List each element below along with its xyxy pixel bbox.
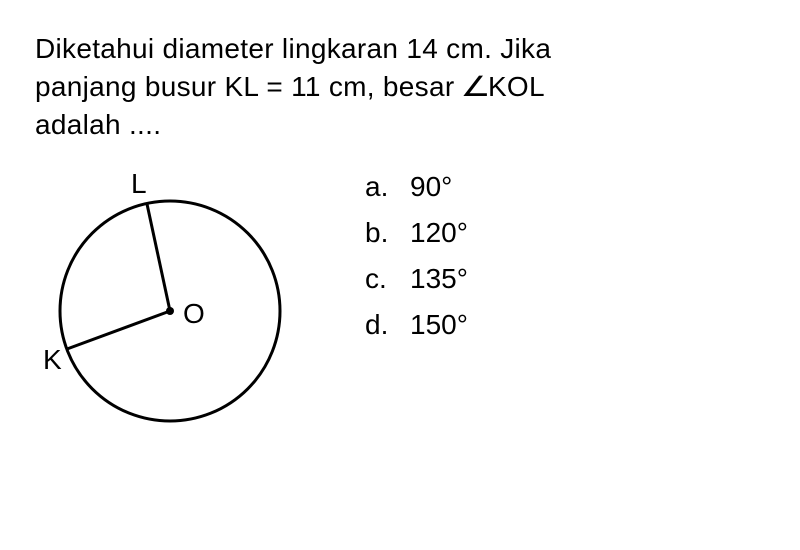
label-o: O <box>183 298 205 329</box>
answer-list: a. 90° b. 120° c. 135° d. 150° <box>305 151 468 441</box>
answer-option-c: c. 135° <box>365 263 468 295</box>
label-k: K <box>43 344 62 375</box>
radius-ok <box>67 311 170 349</box>
answer-letter: a. <box>365 171 410 203</box>
radius-ol <box>147 204 170 311</box>
center-dot <box>166 307 174 315</box>
label-l: L <box>131 168 147 199</box>
answer-letter: c. <box>365 263 410 295</box>
question-line-3: adalah .... <box>35 106 765 144</box>
answer-letter: d. <box>365 309 410 341</box>
angle-icon: ∠ <box>460 68 490 106</box>
circle-diagram: L K O <box>35 151 305 441</box>
question-line-1: Diketahui diameter lingkaran 14 cm. Jika <box>35 30 765 68</box>
content-row: L K O a. 90° b. 120° c. 135° d. 150° <box>35 151 765 441</box>
answer-option-d: d. 150° <box>365 309 468 341</box>
diagram-svg: L K O <box>35 151 305 441</box>
answer-value: 90° <box>410 171 452 203</box>
question-line-2: panjang busur KL = 11 cm, besar ∠KOL <box>35 68 765 106</box>
answer-value: 135° <box>410 263 468 295</box>
answer-letter: b. <box>365 217 410 249</box>
answer-option-a: a. 90° <box>365 171 468 203</box>
answer-value: 120° <box>410 217 468 249</box>
question-text: Diketahui diameter lingkaran 14 cm. Jika… <box>35 30 765 143</box>
answer-option-b: b. 120° <box>365 217 468 249</box>
answer-value: 150° <box>410 309 468 341</box>
